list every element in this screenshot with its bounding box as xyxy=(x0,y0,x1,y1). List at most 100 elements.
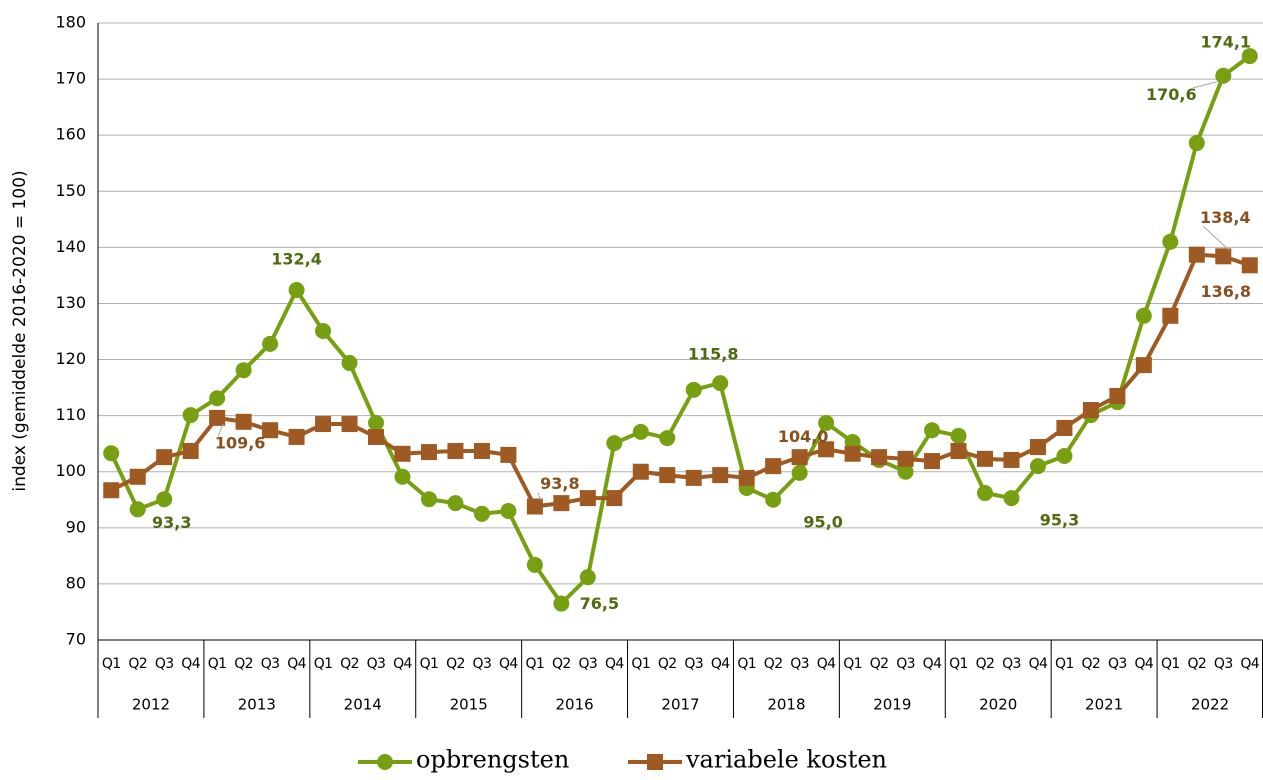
leader-line xyxy=(1202,225,1230,251)
year-label: 2015 xyxy=(450,696,488,714)
x-tick-label: Q1 xyxy=(526,656,545,672)
y-tick-label: 180 xyxy=(55,13,86,32)
x-tick-label: Q3 xyxy=(155,656,174,672)
marker xyxy=(1003,451,1020,468)
marker xyxy=(103,445,120,462)
value-label: 174,1 xyxy=(1200,33,1251,52)
marker xyxy=(156,491,173,508)
marker xyxy=(394,445,411,462)
marker xyxy=(871,449,888,466)
marker xyxy=(526,498,543,515)
marker xyxy=(368,428,385,445)
leader-line xyxy=(537,492,542,501)
marker xyxy=(156,449,173,466)
x-tick-label: Q4 xyxy=(923,656,942,672)
marker xyxy=(500,502,517,519)
marker xyxy=(315,322,332,339)
marker xyxy=(377,754,393,770)
marker xyxy=(712,467,729,484)
x-tick-label: Q1 xyxy=(631,656,650,672)
marker xyxy=(1188,135,1205,152)
marker xyxy=(1241,48,1258,65)
y-tick-label: 150 xyxy=(55,181,86,200)
marker xyxy=(844,445,861,462)
x-tick-label: Q4 xyxy=(499,656,518,672)
value-label: 95,0 xyxy=(803,512,842,531)
marker xyxy=(447,495,464,512)
value-label: 93,8 xyxy=(540,474,579,493)
y-tick-label: 160 xyxy=(55,125,86,144)
marker xyxy=(685,381,702,398)
marker xyxy=(1162,307,1179,324)
marker xyxy=(791,464,808,481)
x-tick-label: Q1 xyxy=(314,656,333,672)
x-tick-label: Q3 xyxy=(261,656,280,672)
y-tick-label: 100 xyxy=(55,461,86,480)
marker xyxy=(712,375,729,392)
x-tick-label: Q2 xyxy=(1187,656,1206,672)
year-label: 2017 xyxy=(661,696,699,714)
x-tick-label: Q4 xyxy=(605,656,624,672)
marker xyxy=(315,416,332,433)
marker xyxy=(632,423,649,440)
x-tick-label: Q4 xyxy=(393,656,412,672)
marker xyxy=(1162,233,1179,250)
x-tick-label: Q3 xyxy=(473,656,492,672)
marker xyxy=(129,501,146,518)
marker xyxy=(1082,402,1099,419)
marker xyxy=(579,490,596,507)
x-tick-label: Q1 xyxy=(208,656,227,672)
marker xyxy=(659,467,676,484)
x-tick-label: Q1 xyxy=(102,656,121,672)
x-tick-label: Q1 xyxy=(843,656,862,672)
marker xyxy=(553,495,570,512)
x-tick-label: Q1 xyxy=(1161,656,1180,672)
marker xyxy=(632,463,649,480)
marker xyxy=(1029,458,1046,475)
marker xyxy=(235,362,252,379)
value-label: 138,4 xyxy=(1200,208,1251,227)
marker xyxy=(647,754,663,770)
y-tick-label: 80 xyxy=(66,573,86,592)
x-tick-label: Q4 xyxy=(287,656,306,672)
marker xyxy=(1135,307,1152,324)
x-tick-label: Q1 xyxy=(949,656,968,672)
x-tick-label: Q1 xyxy=(1055,656,1074,672)
year-label: 2012 xyxy=(132,696,170,714)
year-label: 2021 xyxy=(1085,696,1123,714)
marker xyxy=(341,354,358,371)
marker xyxy=(765,491,782,508)
value-label: 115,8 xyxy=(688,345,739,364)
marker xyxy=(818,414,835,431)
y-tick-label: 90 xyxy=(66,517,86,536)
x-tick-label: Q2 xyxy=(764,656,783,672)
x-tick-label: Q1 xyxy=(420,656,439,672)
marker xyxy=(685,469,702,486)
marker xyxy=(818,441,835,458)
marker xyxy=(579,569,596,586)
x-tick-label: Q3 xyxy=(1214,656,1233,672)
marker xyxy=(897,450,914,467)
marker xyxy=(606,490,623,507)
legend-label: variabele kosten xyxy=(685,746,887,774)
value-label: 76,5 xyxy=(580,594,619,613)
year-label: 2019 xyxy=(873,696,911,714)
marker xyxy=(103,482,120,499)
marker xyxy=(394,468,411,485)
value-label: 109,6 xyxy=(215,433,266,452)
marker xyxy=(288,428,305,445)
y-tick-label: 110 xyxy=(55,405,86,424)
x-tick-label: Q2 xyxy=(552,656,571,672)
x-tick-label: Q1 xyxy=(737,656,756,672)
marker xyxy=(659,430,676,447)
marker xyxy=(1056,419,1073,436)
x-tick-label: Q4 xyxy=(817,656,836,672)
x-tick-label: Q2 xyxy=(976,656,995,672)
marker xyxy=(235,413,252,430)
marker xyxy=(447,442,464,459)
marker xyxy=(209,390,226,407)
leader-line xyxy=(217,423,224,437)
marker xyxy=(526,556,543,573)
year-label: 2018 xyxy=(767,696,805,714)
marker xyxy=(924,422,941,439)
